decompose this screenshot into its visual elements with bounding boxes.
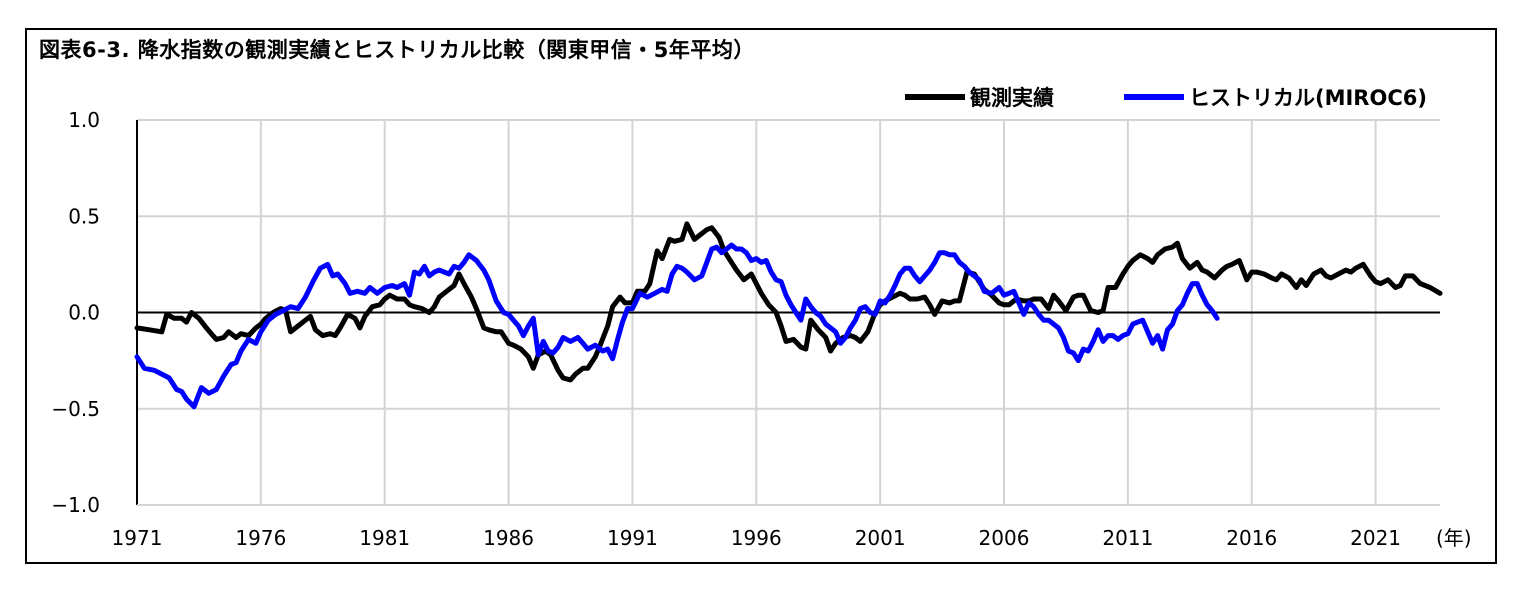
x-tick-label: 1996 <box>731 526 782 550</box>
x-tick-label: 1986 <box>483 526 534 550</box>
legend: 観測実績 ヒストリカル(MIROC6) <box>905 86 1427 110</box>
x-tick-label: 2006 <box>979 526 1030 550</box>
x-tick-label: 2021 <box>1350 526 1401 550</box>
y-tick-label: −1.0 <box>51 493 100 517</box>
x-tick-label: 2016 <box>1226 526 1277 550</box>
series-line-observed <box>134 221 1443 383</box>
legend-label-historical: ヒストリカル(MIROC6) <box>1189 86 1427 110</box>
x-tick-label: 1981 <box>359 526 410 550</box>
x-axis-unit-label: (年) <box>1436 526 1472 550</box>
x-tick-label: 2011 <box>1102 526 1153 550</box>
series-lines <box>134 221 1443 410</box>
axes: 1.0 0.5 0.0 −0.5 −1.0 1971 1976 1981 1986 1991 199… <box>51 108 1440 550</box>
series-line-historical <box>134 242 1220 410</box>
y-tick-label: −0.5 <box>51 397 100 421</box>
x-tick-label: 2001 <box>855 526 906 550</box>
x-tick-label: 1971 <box>112 526 163 550</box>
x-tick-label: 1976 <box>235 526 286 550</box>
y-tick-label: 1.0 <box>68 108 100 132</box>
chart-title: 図表6-3. 降水指数の観測実績とヒストリカル比較（関東甲信・5年平均） <box>39 38 755 62</box>
x-tick-label: 1991 <box>607 526 658 550</box>
legend-label-observed: 観測実績 <box>970 86 1054 110</box>
y-tick-label: 0.5 <box>68 204 100 228</box>
y-tick-label: 0.0 <box>68 301 100 325</box>
